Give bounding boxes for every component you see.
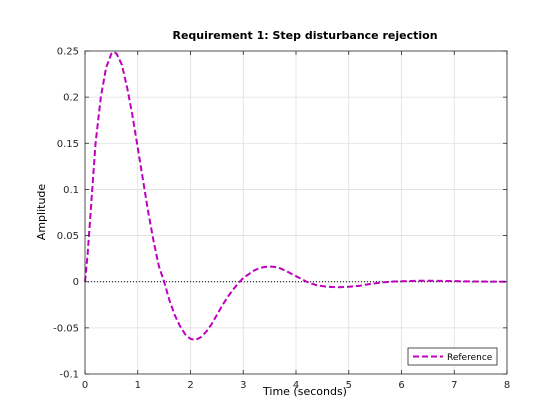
chart-title: Requirement 1: Step disturbance rejectio…	[172, 29, 437, 42]
legend-label-reference: Reference	[447, 353, 493, 363]
legend: Reference	[407, 347, 498, 366]
grid-lines	[85, 51, 507, 374]
x-tick-label-3: 3	[240, 380, 246, 391]
y-tick-label-6: 0.2	[63, 93, 79, 104]
x-tick-label-0: 0	[82, 380, 88, 391]
x-tick-label-6: 6	[398, 380, 404, 391]
y-tick-label-5: 0.15	[57, 139, 79, 150]
y-tick-label-0: -0.1	[59, 370, 79, 381]
x-axis-label: Time (seconds)	[262, 385, 347, 398]
x-tick-label-4: 4	[293, 380, 299, 391]
x-tick-label-1: 1	[135, 380, 141, 391]
y-tick-label-7: 0.25	[57, 47, 79, 58]
y-tick-label-2: 0	[73, 277, 79, 288]
series-line-reference	[84, 50, 508, 341]
y-tick-label-3: 0.05	[57, 231, 79, 242]
series-group	[84, 50, 508, 341]
axes-box	[84, 50, 508, 375]
x-tick-label-2: 2	[187, 380, 193, 391]
y-tick-label-4: 0.1	[63, 185, 79, 196]
x-tick-label-8: 8	[504, 380, 510, 391]
y-tick-label-1: -0.05	[53, 323, 79, 334]
tick-labels: 0 1 2 3 4 5 6 7 8 -0.1 -0.05 0 0.05 0.1 0.15 0.2 0.25	[53, 47, 510, 392]
x-tick-label-7: 7	[451, 380, 457, 391]
legend-box	[407, 347, 498, 366]
y-axis-label: Amplitude	[35, 184, 48, 241]
x-tick-label-5: 5	[346, 380, 352, 391]
